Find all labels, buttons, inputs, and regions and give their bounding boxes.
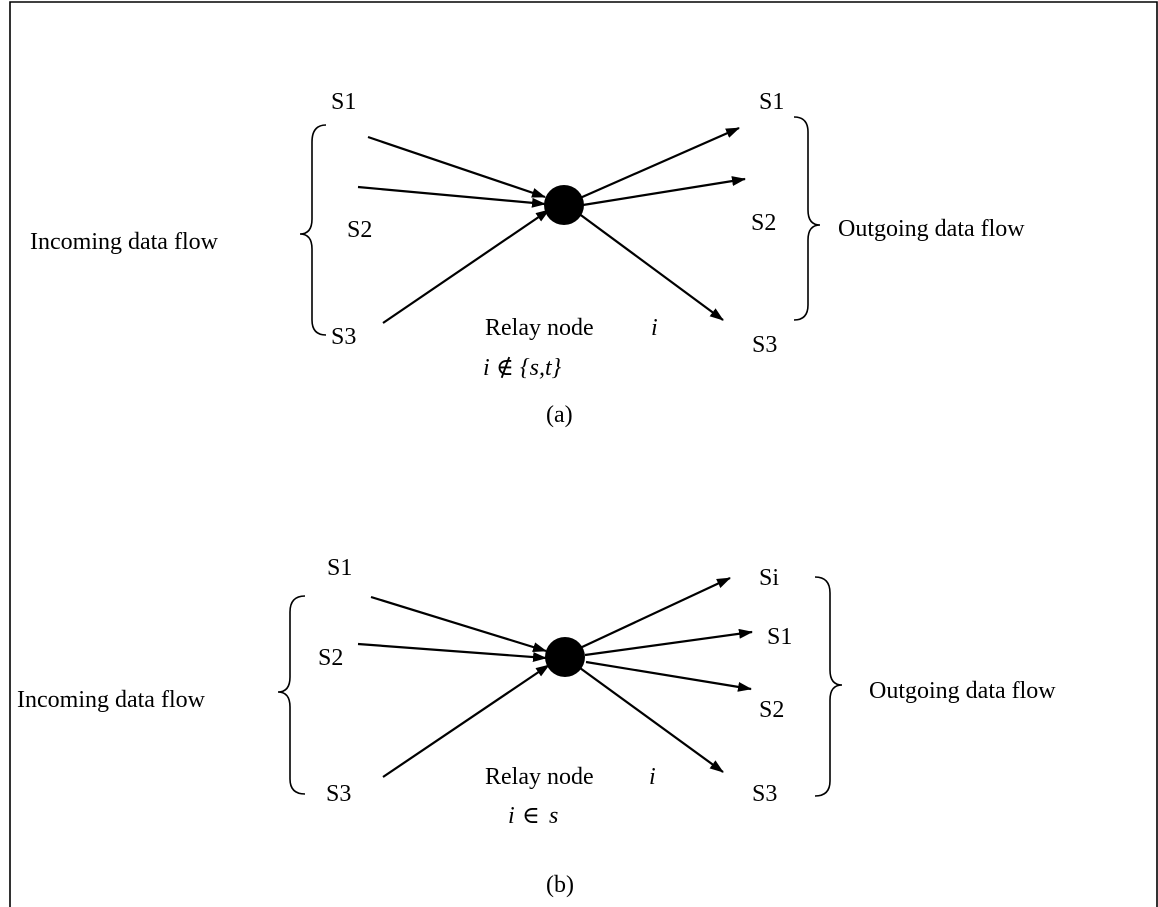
panel-b-relay-node bbox=[545, 637, 585, 677]
panel-b-edge-in-s1 bbox=[370, 595, 547, 653]
panel-a-edge-in-s1 bbox=[367, 135, 546, 199]
panel-a-condition-op: ∉ bbox=[496, 355, 514, 381]
panel-b-condition-lhs: i bbox=[508, 803, 515, 829]
panel-a: S1 S2 S3 S1 S2 S3 Incoming data flow Out… bbox=[30, 89, 1025, 428]
panel-b-relay-symbol: i bbox=[649, 764, 656, 790]
panel-a-incoming-s2: S2 bbox=[347, 217, 372, 243]
panel-b-relay-label: Relay node bbox=[485, 764, 594, 790]
panel-b-edge-out-s1 bbox=[584, 628, 753, 657]
panel-a-outgoing-brace bbox=[793, 116, 821, 321]
panel-a-incoming-label: Incoming data flow bbox=[30, 229, 219, 255]
panel-a-outgoing-s2: S2 bbox=[751, 210, 776, 236]
panel-b-outgoing-brace bbox=[814, 576, 843, 797]
panel-b: S1 S2 S3 Si S1 S2 S3 Incoming data flow … bbox=[17, 555, 1056, 898]
panel-a-incoming-s3: S3 bbox=[331, 324, 356, 350]
panel-a-edge-out-s1 bbox=[579, 126, 740, 200]
panel-b-incoming-brace bbox=[277, 595, 306, 795]
panel-a-edge-in-s3 bbox=[382, 209, 550, 324]
panel-b-incoming-s2: S2 bbox=[318, 645, 343, 671]
panel-b-edge-out-s2 bbox=[585, 660, 752, 692]
panel-b-outgoing-s2: S2 bbox=[759, 697, 784, 723]
panel-a-edge-out-s3 bbox=[577, 212, 724, 321]
panel-a-relay-label: Relay node bbox=[485, 315, 594, 341]
panel-a-edge-out-s2 bbox=[582, 176, 746, 207]
figure-frame bbox=[9, 1, 1158, 907]
panel-b-outgoing-label: Outgoing data flow bbox=[869, 678, 1056, 704]
panel-b-edge-in-s3 bbox=[382, 664, 550, 778]
panel-a-outgoing-s1: S1 bbox=[759, 89, 784, 115]
panel-b-edge-in-s2 bbox=[357, 642, 547, 663]
panel-a-condition-lhs: i bbox=[483, 355, 490, 381]
panel-a-edge-in-s2 bbox=[357, 185, 546, 208]
panel-a-relay-node bbox=[544, 185, 584, 225]
panel-b-condition-op: ∈ bbox=[522, 803, 540, 829]
panel-b-outgoing-s1: S1 bbox=[767, 624, 792, 650]
panel-a-incoming-s1: S1 bbox=[331, 89, 356, 115]
panel-a-outgoing-s3: S3 bbox=[752, 332, 777, 358]
panel-b-incoming-label: Incoming data flow bbox=[17, 687, 206, 713]
panel-b-condition-rhs: s bbox=[549, 803, 558, 829]
panel-a-condition-rhs: {s,t} bbox=[520, 355, 562, 381]
panel-a-incoming-brace bbox=[299, 124, 327, 336]
panel-a-relay-symbol: i bbox=[651, 315, 658, 341]
panel-b-incoming-s3: S3 bbox=[326, 781, 351, 807]
panel-b-edge-out-si bbox=[579, 577, 731, 649]
panel-b-outgoing-si: Si bbox=[759, 565, 779, 591]
panel-b-caption: (b) bbox=[546, 872, 574, 898]
panel-b-outgoing-s3: S3 bbox=[752, 781, 777, 807]
panel-b-edge-out-s3 bbox=[579, 667, 724, 773]
panel-a-outgoing-label: Outgoing data flow bbox=[838, 216, 1025, 242]
panel-a-caption: (a) bbox=[546, 402, 573, 428]
panel-b-incoming-s1: S1 bbox=[327, 555, 352, 581]
